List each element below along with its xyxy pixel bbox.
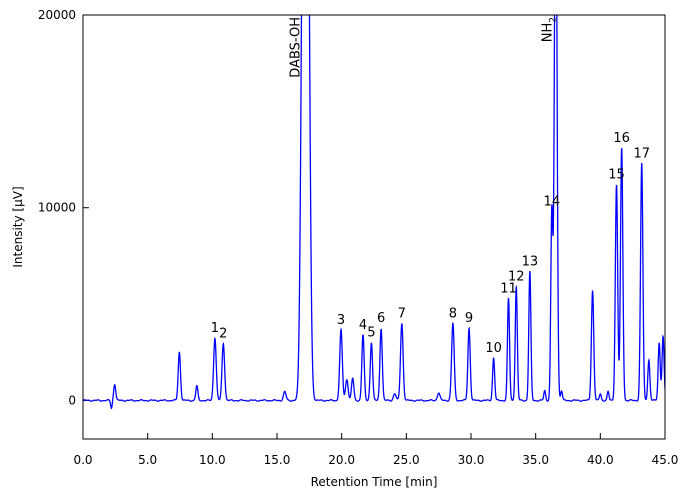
x-axis-ticks: 0.0 5.0 10.0 15.0 20.0 25.0 30.0 35.0 40.0 45.0 [73,433,678,467]
peak-label: 5 [367,326,375,341]
chromatogram-trace [83,15,665,410]
x-tick-label: 30.0 [458,453,485,467]
x-tick-label: 5.0 [138,453,157,467]
peak-label: 15 [608,168,625,183]
plot-frame [82,14,666,440]
peak-label: 8 [449,306,457,321]
y-axis-ticks: 0 10000 20000 [38,8,89,407]
peak-label: 9 [465,311,473,326]
x-tick-label: 20.0 [328,453,355,467]
peak-label: 7 [398,306,406,321]
y-axis-title: Intensity [µV] [11,186,25,267]
x-tick-label: 40.0 [587,453,614,467]
x-tick-label: 10.0 [199,453,226,467]
peak-label: 16 [613,131,630,146]
peak-label: NH2 [541,17,559,42]
peak-label: 1 [211,321,219,336]
x-tick-label: 45.0 [652,453,679,467]
peak-label: DABS-OH [289,17,304,78]
peak-label: 10 [485,341,502,356]
peak-label: 3 [337,313,345,328]
x-axis-title: Retention Time [min] [311,475,438,489]
x-tick-label: 0.0 [73,453,92,467]
y-tick-label: 20000 [38,8,76,22]
peak-label: 11 [500,281,517,296]
peak-label: 6 [377,311,385,326]
y-tick-label: 0 [68,393,76,407]
peak-label: 17 [633,146,650,161]
x-tick-label: 35.0 [522,453,549,467]
y-tick-label: 10000 [38,201,76,215]
peak-label: 13 [522,254,539,269]
peak-label: 2 [219,327,227,342]
peak-label: 14 [544,195,561,210]
peak-label: 4 [359,318,367,333]
x-tick-label: 15.0 [264,453,291,467]
x-tick-label: 25.0 [393,453,420,467]
peak-label: 12 [508,270,525,285]
